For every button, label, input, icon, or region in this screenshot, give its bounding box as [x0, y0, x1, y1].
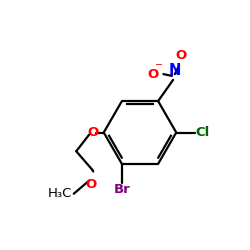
Text: O: O [87, 126, 98, 139]
Text: H₃C: H₃C [48, 187, 72, 200]
Text: O: O [176, 48, 187, 62]
Text: O: O [148, 68, 159, 81]
Text: Br: Br [114, 184, 130, 196]
Text: N: N [169, 63, 181, 78]
Text: O: O [86, 178, 97, 190]
Text: Cl: Cl [196, 126, 210, 139]
Text: −: − [155, 60, 163, 70]
